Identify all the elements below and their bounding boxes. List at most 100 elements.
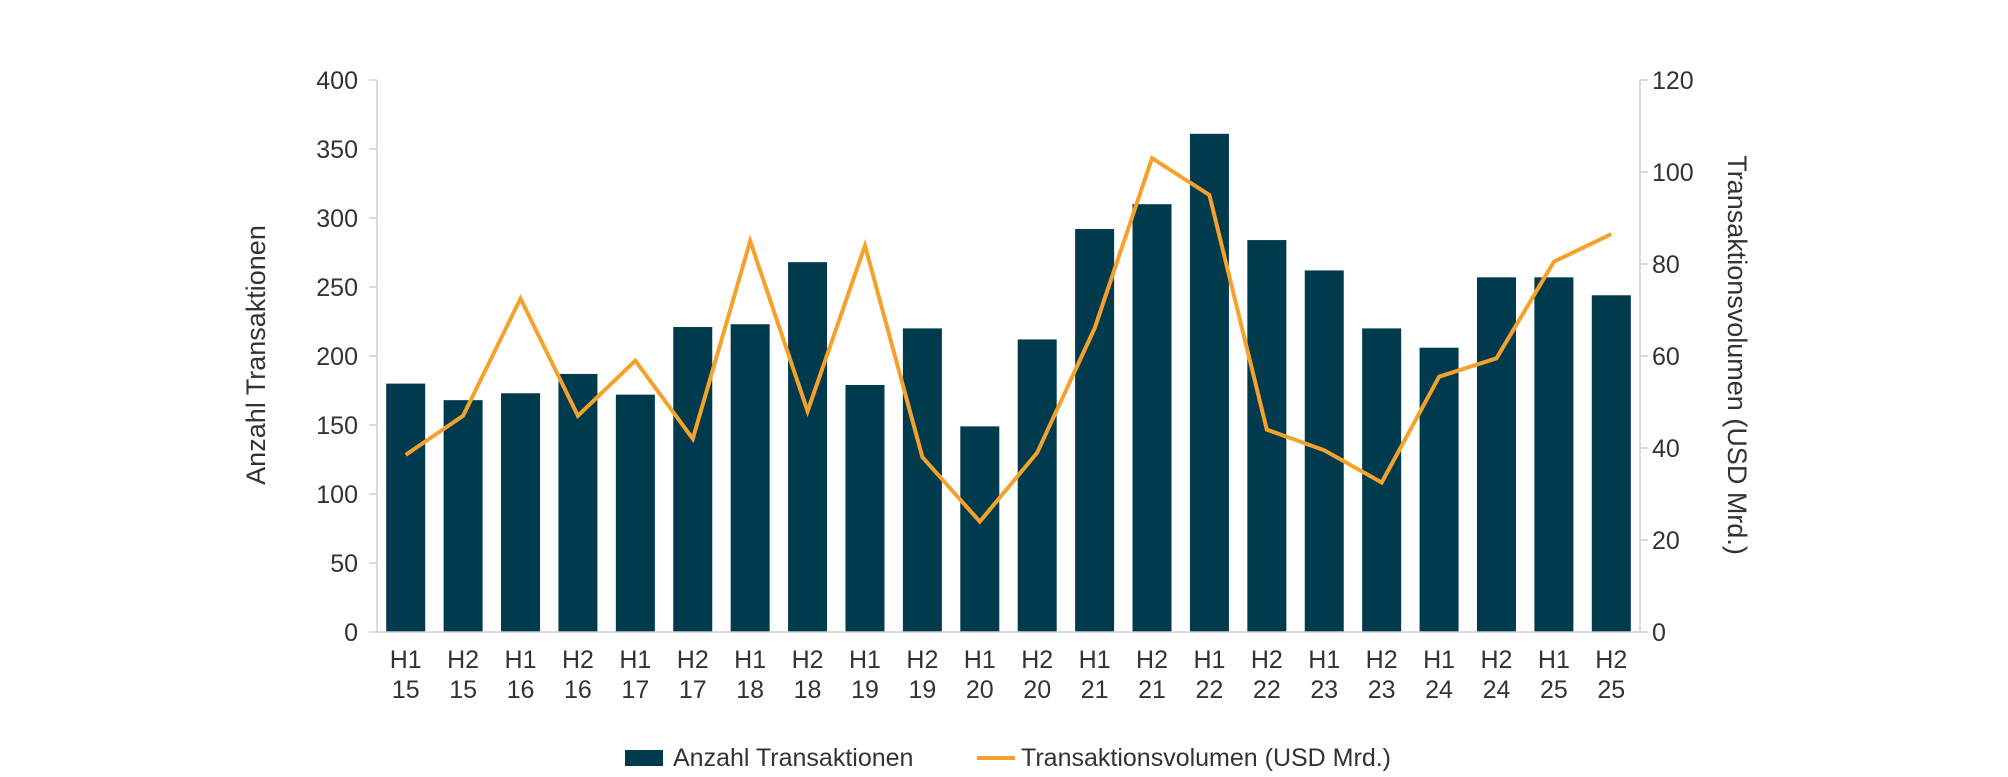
legend: Anzahl Transaktionen Transaktionsvolumen…	[625, 744, 1391, 772]
x-tick-label-year: 21	[1081, 676, 1109, 704]
x-tick-label: H2 17	[677, 646, 709, 704]
bar	[730, 324, 770, 632]
y-right-tick-label: 120	[1652, 67, 1694, 95]
bar	[1419, 347, 1459, 632]
x-tick-label-year: 17	[621, 676, 649, 704]
y-left-tick-label: 0	[344, 619, 358, 647]
x-tick-label-half: H1	[964, 646, 996, 674]
x-tick-label: H1 16	[505, 646, 537, 704]
x-tick-label-year: 18	[794, 676, 822, 704]
x-tick-label: H2 15	[447, 646, 479, 704]
y-axis-right-title: Transaktionsvolumen (USD Mrd.)	[1722, 155, 1752, 555]
bar	[960, 426, 1000, 632]
y-left-tick-label: 400	[316, 67, 358, 95]
y-left-tick-label: 50	[330, 550, 358, 578]
x-tick-label: H1 22	[1193, 646, 1225, 704]
line-series	[404, 155, 1613, 525]
x-tick-label: H1 21	[1079, 646, 1111, 704]
legend-label-line: Transaktionsvolumen (USD Mrd.)	[1021, 744, 1391, 772]
bar	[1591, 295, 1631, 632]
x-tick-label-half: H2	[677, 646, 709, 674]
x-tick-label-year: 22	[1196, 676, 1224, 704]
x-tick-label-year: 20	[966, 676, 994, 704]
x-tick-label: H2 16	[562, 646, 594, 704]
x-tick-label-half: H2	[1366, 646, 1398, 674]
bar	[501, 393, 541, 632]
x-tick-label: H2 20	[1021, 646, 1053, 704]
x-tick-label: H1 18	[734, 646, 766, 704]
y-left-tick-label: 300	[316, 205, 358, 233]
x-tick-label-half: H1	[1079, 646, 1111, 674]
y-left-tick-label: 250	[316, 274, 358, 302]
x-tick-label-year: 18	[736, 676, 764, 704]
x-tick-label: H2 23	[1366, 646, 1398, 704]
x-tick-label-year: 25	[1540, 676, 1568, 704]
y-left-tick-label: 150	[316, 412, 358, 440]
x-tick-label-half: H1	[734, 646, 766, 674]
x-tick-label-half: H2	[562, 646, 594, 674]
bar	[1534, 277, 1574, 632]
x-tick-label-half: H1	[390, 646, 422, 674]
x-tick-label-year: 20	[1023, 676, 1051, 704]
x-tick-label: H1 24	[1423, 646, 1455, 704]
x-tick-label-half: H2	[1251, 646, 1283, 674]
bar	[386, 383, 426, 632]
x-tick-label-half: H2	[447, 646, 479, 674]
x-tick-label: H1 25	[1538, 646, 1570, 704]
x-tick-label-year: 19	[908, 676, 936, 704]
left-axis: 0 50 100 150 200 250 300 350 400	[316, 67, 378, 647]
volume-line	[404, 155, 1613, 525]
bar	[1132, 204, 1172, 632]
x-tick-label-half: H1	[505, 646, 537, 674]
y-right-tick-label: 40	[1652, 435, 1680, 463]
x-tick-label: H1 19	[849, 646, 881, 704]
bar	[673, 327, 713, 632]
y-right-tick-label: 20	[1652, 527, 1680, 555]
y-left-tick-label: 100	[316, 481, 358, 509]
bar	[1075, 229, 1115, 633]
x-tick-label-half: H2	[906, 646, 938, 674]
x-tick-label-year: 17	[679, 676, 707, 704]
bar-series	[386, 133, 1631, 633]
x-tick-label-half: H1	[1193, 646, 1225, 674]
x-tick-label: H2 25	[1595, 646, 1627, 704]
x-tick-label-half: H1	[1308, 646, 1340, 674]
bar	[845, 384, 885, 632]
x-tick-label-year: 23	[1368, 676, 1396, 704]
x-tick-label-half: H2	[792, 646, 824, 674]
x-tick-label-year: 24	[1425, 676, 1453, 704]
x-tick-label-year: 25	[1597, 676, 1625, 704]
x-tick-label-year: 15	[392, 676, 420, 704]
x-tick-label: H1 15	[390, 646, 422, 704]
y-right-tick-label: 100	[1652, 159, 1694, 187]
x-tick-label: H1 23	[1308, 646, 1340, 704]
x-tick-label-year: 19	[851, 676, 879, 704]
x-tick-label-half: H2	[1480, 646, 1512, 674]
x-tick-label: H2 21	[1136, 646, 1168, 704]
bar	[788, 262, 828, 632]
x-tick-label-half: H1	[1423, 646, 1455, 674]
x-tick-label-half: H1	[619, 646, 651, 674]
x-tick-label: H1 17	[619, 646, 651, 704]
x-tick-label-year: 15	[449, 676, 477, 704]
x-tick-label: H1 20	[964, 646, 996, 704]
bar	[443, 400, 483, 632]
x-tick-label-year: 16	[507, 676, 535, 704]
bar	[615, 394, 655, 632]
x-tick-label-year: 21	[1138, 676, 1166, 704]
x-tick-label-year: 23	[1310, 676, 1338, 704]
bar	[1017, 339, 1057, 632]
y-left-tick-label: 200	[316, 343, 358, 371]
y-left-tick-label: 350	[316, 136, 358, 164]
x-tick-label-half: H2	[1136, 646, 1168, 674]
y-right-tick-label: 80	[1652, 251, 1680, 279]
right-axis: 0 20 40 60 80 100 120	[1639, 67, 1694, 647]
x-tick-label-half: H1	[849, 646, 881, 674]
x-tick-label-half: H1	[1538, 646, 1570, 674]
legend-swatch-bars	[625, 750, 663, 766]
x-tick-label: H2 19	[906, 646, 938, 704]
x-tick-label: H2 22	[1251, 646, 1283, 704]
